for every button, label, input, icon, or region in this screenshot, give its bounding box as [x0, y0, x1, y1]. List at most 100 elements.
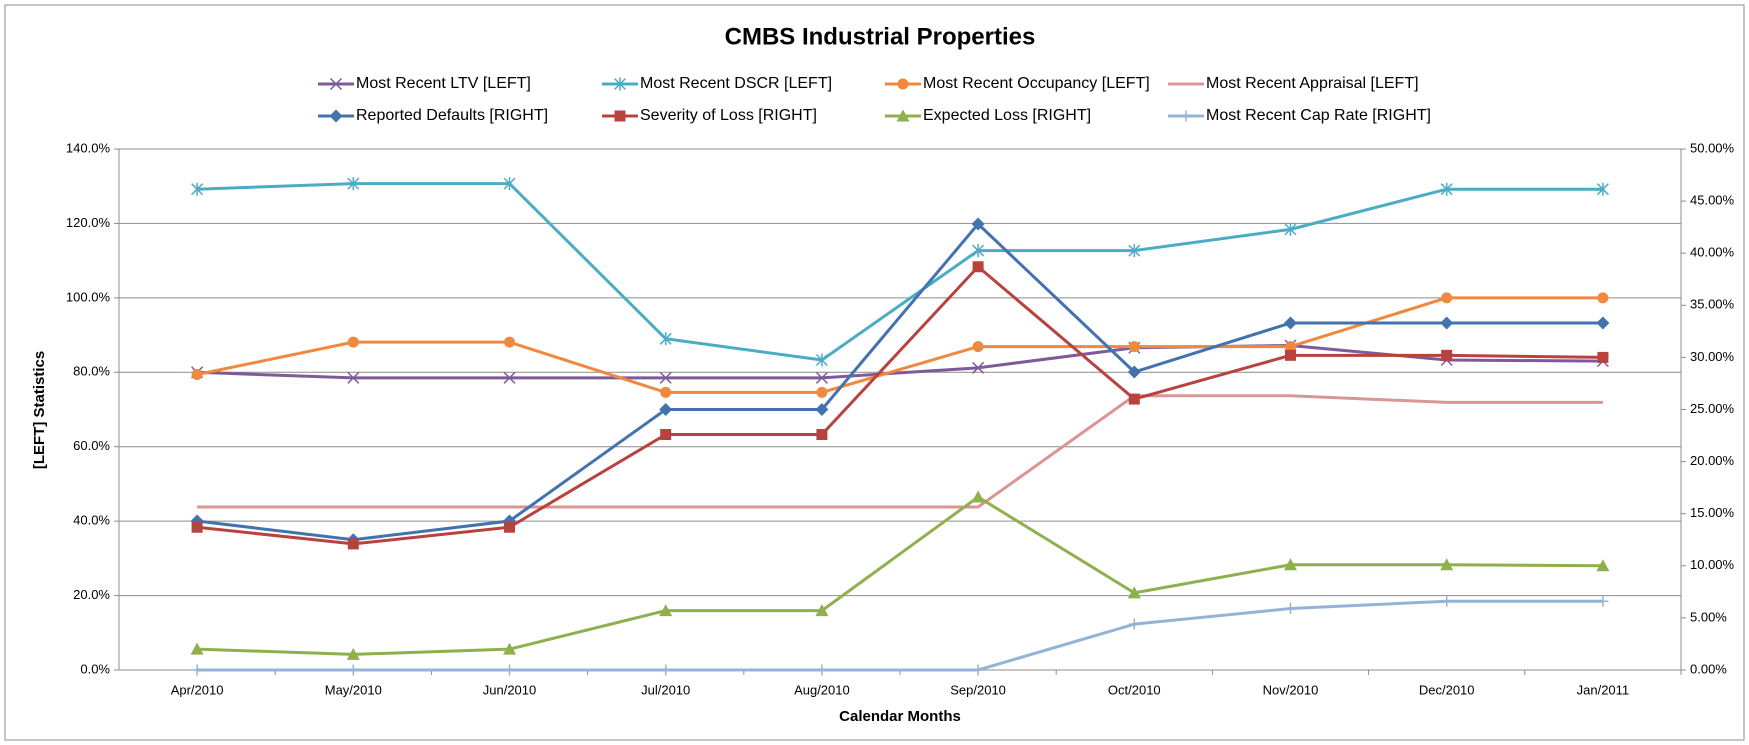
marker: [1285, 603, 1296, 615]
legend-item: Severity of Loss [RIGHT]: [602, 107, 817, 124]
series-line: [197, 182, 1603, 362]
x-tick-label: Jun/2010: [483, 682, 537, 697]
marker: [972, 341, 984, 353]
marker: [972, 244, 985, 258]
marker: [504, 521, 515, 533]
legend-label: Reported Defaults [RIGHT]: [356, 107, 548, 124]
marker: [1596, 559, 1610, 572]
marker: [1128, 244, 1141, 258]
x-tick-label: Jan/2011: [1577, 682, 1630, 697]
marker: [659, 371, 672, 384]
x-tick-label: Apr/2010: [171, 682, 224, 697]
marker: [1441, 595, 1453, 607]
marker: [347, 664, 359, 676]
marker: [660, 386, 672, 398]
marker: [816, 386, 828, 398]
y-tick-label: 20.0%: [73, 587, 110, 602]
marker: [614, 110, 626, 122]
marker: [659, 332, 672, 346]
marker: [1127, 365, 1141, 379]
marker: [815, 604, 829, 617]
y-tick-label: 140.0%: [66, 140, 111, 155]
marker: [816, 664, 828, 676]
marker: [329, 109, 343, 123]
series-line: [197, 394, 1603, 509]
marker: [815, 371, 828, 384]
legend-item: Most Recent Occupancy [LEFT]: [885, 75, 1150, 92]
chart-title: CMBS Industrial Properties: [725, 23, 1036, 50]
marker: [347, 177, 360, 191]
legend-item: Most Recent DSCR [LEFT]: [602, 75, 832, 92]
legend-label: Most Recent DSCR [LEFT]: [640, 75, 832, 92]
y2-tick-label: 20.00%: [1690, 453, 1735, 468]
marker: [1441, 349, 1453, 361]
marker: [1128, 393, 1140, 405]
marker: [503, 371, 516, 384]
y2-tick-label: 15.00%: [1690, 505, 1735, 520]
legend-item: Most Recent Appraisal [LEFT]: [1168, 75, 1419, 92]
marker: [972, 361, 985, 374]
y-tick-label: 80.0%: [73, 364, 110, 379]
marker: [347, 336, 359, 348]
marker: [191, 182, 204, 196]
legend-item: Most Recent LTV [LEFT]: [318, 75, 531, 92]
marker: [1128, 341, 1140, 353]
y2-tick-label: 10.00%: [1690, 557, 1735, 572]
marker: [191, 369, 203, 381]
y-tick-label: 0.0%: [80, 661, 110, 676]
marker: [815, 403, 829, 416]
legend-label: Severity of Loss [RIGHT]: [640, 107, 817, 124]
marker: [346, 647, 360, 660]
y-tick-label: 40.0%: [73, 513, 110, 528]
marker: [1128, 618, 1140, 630]
marker: [190, 642, 204, 655]
x-axis-title: Calendar Months: [839, 708, 961, 725]
marker: [815, 353, 828, 367]
x-tick-label: Sep/2010: [950, 682, 1006, 697]
x-tick-label: May/2010: [325, 682, 382, 697]
marker: [504, 664, 515, 676]
marker: [896, 109, 910, 122]
marker: [1285, 341, 1296, 353]
y-tick-label: 60.0%: [73, 438, 110, 453]
marker: [191, 664, 203, 676]
x-tick-label: Dec/2010: [1419, 682, 1475, 697]
x-tick-label: Aug/2010: [794, 682, 850, 697]
y2-tick-label: 30.00%: [1690, 349, 1735, 364]
y-tick-label: 120.0%: [66, 215, 111, 230]
marker: [1440, 558, 1454, 571]
series-line: [196, 265, 1603, 546]
legend-label: Most Recent LTV [LEFT]: [356, 75, 531, 92]
marker: [1597, 595, 1609, 607]
series-line: [197, 495, 1603, 656]
marker: [1440, 316, 1454, 330]
marker: [1596, 316, 1610, 330]
marker: [660, 429, 672, 441]
marker: [816, 429, 828, 441]
legend-label: Most Recent Occupancy [LEFT]: [923, 75, 1150, 92]
marker: [329, 77, 343, 91]
y-tick-label: 100.0%: [66, 289, 111, 304]
y2-tick-label: 5.00%: [1690, 609, 1727, 624]
series-line: [196, 222, 1603, 542]
legend-item: Expected Loss [RIGHT]: [885, 107, 1091, 124]
marker: [1127, 586, 1141, 599]
marker: [504, 336, 515, 348]
legend-label: Most Recent Cap Rate [RIGHT]: [1206, 107, 1431, 124]
legend-label: Expected Loss [RIGHT]: [923, 107, 1091, 124]
marker: [1180, 110, 1192, 122]
y2-tick-label: 35.00%: [1690, 297, 1735, 312]
marker: [191, 521, 203, 533]
marker: [660, 664, 672, 676]
marker: [659, 604, 673, 617]
legend-item: Reported Defaults [RIGHT]: [318, 107, 548, 124]
marker: [1597, 351, 1609, 363]
marker: [1440, 182, 1453, 196]
marker: [1284, 222, 1297, 236]
y2-tick-label: 40.00%: [1690, 245, 1735, 260]
x-tick-label: Oct/2010: [1108, 682, 1161, 697]
legend-item: Most Recent Cap Rate [RIGHT]: [1168, 107, 1431, 124]
y2-tick-label: 50.00%: [1690, 140, 1735, 155]
marker: [1285, 349, 1296, 361]
